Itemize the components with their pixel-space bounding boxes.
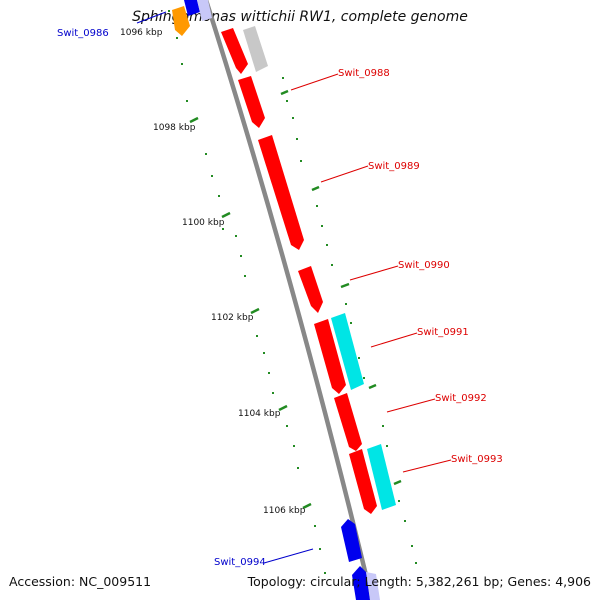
scale-tick — [278, 404, 288, 412]
map-title: Sphingomonas wittichii RW1, complete gen… — [132, 9, 468, 25]
scale-dot — [286, 425, 288, 427]
gene-arrow-blue — [184, 0, 200, 16]
scale-dot — [316, 205, 318, 207]
scale-dot — [186, 100, 188, 102]
gene-label-leader — [386, 398, 436, 413]
scale-dot — [181, 63, 183, 65]
scale-dot — [205, 153, 207, 155]
ruler-label: 1096 kbp — [120, 28, 163, 38]
gene-label: Swit_0993 — [451, 454, 503, 465]
scale-dot — [382, 425, 384, 427]
gene-label: Swit_0988 — [338, 68, 390, 79]
scale-dot — [168, 10, 170, 12]
scale-dot — [300, 160, 302, 162]
gene-label-leader — [263, 548, 314, 564]
scale-dot — [411, 545, 413, 547]
scale-dot — [363, 377, 365, 379]
scale-dot — [326, 244, 328, 246]
scale-dot — [415, 562, 417, 564]
scale-dot — [218, 195, 220, 197]
gene-label: Swit_0990 — [398, 260, 450, 271]
gene-label-leader — [402, 459, 452, 473]
scale-tick — [189, 116, 199, 124]
gene-arrow-faded-blue — [197, 0, 212, 21]
scale-dot — [240, 255, 242, 257]
gene-label: Swit_0989 — [368, 161, 420, 172]
scale-tick — [393, 479, 402, 486]
scale-dot — [319, 548, 321, 550]
scale-tick — [302, 502, 312, 510]
ruler-label: 1098 kbp — [153, 123, 196, 133]
scale-tick — [221, 211, 231, 219]
scale-dot — [222, 228, 224, 230]
scale-dot — [324, 572, 326, 574]
scale-tick — [280, 89, 289, 96]
gene-arrow-red — [298, 266, 323, 313]
scale-dot — [358, 357, 360, 359]
gene-label-leader — [349, 265, 399, 281]
gene-label-leader — [290, 73, 339, 91]
gene-label: Swit_0992 — [435, 393, 487, 404]
gene-arrow-blue — [352, 566, 370, 600]
scale-dot — [292, 117, 294, 119]
gene-arrow-grey — [243, 26, 268, 72]
scale-dot — [235, 235, 237, 237]
scale-dot — [293, 445, 295, 447]
scale-dot — [263, 352, 265, 354]
scale-dot — [350, 322, 352, 324]
scale-tick — [340, 282, 350, 289]
gene-arrow-faded-blue — [366, 572, 380, 600]
gene-label-leader — [320, 165, 369, 183]
genome-backbone — [203, 0, 375, 600]
scale-dot — [282, 77, 284, 79]
scale-dot — [272, 392, 274, 394]
scale-dot — [244, 275, 246, 277]
gene-arrow-cyan — [331, 313, 364, 390]
scale-dot — [386, 445, 388, 447]
scale-dot — [256, 335, 258, 337]
gene-arrow-blue — [341, 519, 362, 562]
scale-dot — [404, 520, 406, 522]
gene-arrow-red — [334, 393, 362, 451]
gene-label-leader — [370, 332, 418, 348]
scale-tick — [311, 185, 320, 192]
scale-dot — [321, 225, 323, 227]
gene-arrow-red — [349, 449, 377, 514]
gene-arrow-red — [258, 135, 304, 250]
gene-arrow-cyan — [367, 444, 396, 510]
gene-label: Swit_0994 — [214, 557, 266, 568]
gene-label: Swit_0991 — [417, 327, 469, 338]
gene-arrow-red — [314, 319, 346, 394]
scale-tick — [368, 383, 377, 390]
ruler-label: 1100 kbp — [182, 218, 225, 228]
scale-dot — [268, 372, 270, 374]
gene-arrow-red — [221, 28, 248, 74]
scale-tick — [250, 307, 260, 315]
genome-summary-text: Topology: circular; Length: 5,382,261 bp… — [247, 574, 591, 589]
ruler-label: 1106 kbp — [263, 506, 306, 516]
gene-label-leader — [136, 11, 167, 24]
gene-label: Swit_0986 — [57, 28, 109, 39]
ruler-label: 1104 kbp — [238, 409, 281, 419]
scale-dot — [176, 37, 178, 39]
scale-dot — [398, 500, 400, 502]
scale-dot — [297, 467, 299, 469]
accession-text: Accession: NC_009511 — [9, 574, 152, 589]
scale-dot — [211, 175, 213, 177]
scale-dot — [286, 100, 288, 102]
scale-dot — [345, 303, 347, 305]
ruler-label: 1102 kbp — [211, 313, 254, 323]
scale-dot — [314, 525, 316, 527]
scale-dot — [331, 264, 333, 266]
gene-arrow-orange — [172, 6, 190, 36]
scale-dot — [296, 138, 298, 140]
gene-arrow-red — [238, 76, 265, 128]
